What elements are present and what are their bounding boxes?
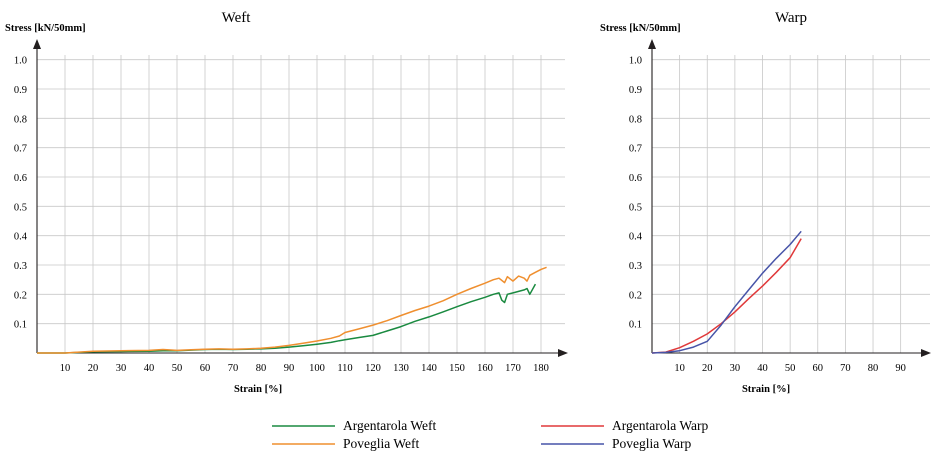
- weft-x-tick-label: 140: [421, 363, 437, 374]
- weft-y-tick-label: 0.8: [14, 114, 27, 125]
- legend-item-argentarola-warp: Argentarola Warp: [541, 418, 709, 433]
- weft-x-tick-label: 60: [200, 363, 211, 374]
- weft-x-tick-label: 180: [533, 363, 549, 374]
- weft-x-axis-arrow: [558, 349, 568, 357]
- warp-x-tick-label: 60: [813, 363, 824, 374]
- weft-x-tick-label: 10: [60, 363, 71, 374]
- weft-y-tick-label: 0.7: [14, 144, 27, 155]
- weft-y-tick-label: 0.5: [14, 202, 27, 213]
- legend-item-poveglia-weft: Poveglia Weft: [272, 436, 420, 451]
- weft-x-tick-label: 90: [284, 363, 295, 374]
- legend-label-poveglia-weft: Poveglia Weft: [343, 436, 420, 451]
- weft-x-tick-label: 50: [172, 363, 183, 374]
- weft-y-tick-label: 0.9: [14, 85, 27, 96]
- legend-label-poveglia-warp: Poveglia Warp: [612, 436, 692, 451]
- warp-y-tick-label: 0.5: [629, 202, 642, 213]
- legend-item-poveglia-warp: Poveglia Warp: [541, 436, 692, 451]
- warp-x-tick-label: 70: [840, 363, 851, 374]
- warp-y-tick-label: 0.2: [629, 290, 642, 301]
- series-line-poveglia-weft: [37, 266, 547, 354]
- warp-y-tick-label: 0.4: [629, 232, 643, 243]
- weft-y-tick-label: 0.3: [14, 261, 27, 272]
- weft-x-axis-label: Strain [%]: [234, 384, 282, 395]
- weft-y-tick-label: 0.1: [14, 320, 27, 331]
- weft-x-tick-label: 170: [505, 363, 521, 374]
- weft-x-tick-label: 130: [393, 363, 409, 374]
- warp-x-axis-label: Strain [%]: [742, 384, 790, 395]
- weft-y-tick-label: 0.6: [14, 173, 27, 184]
- warp-x-tick-label: 30: [730, 363, 741, 374]
- warp-y-tick-label: 0.7: [629, 144, 642, 155]
- weft-chart: 10 20 30 40 50 60 70 80 90 100 110 120 130 140 150 160 1…: [5, 10, 568, 395]
- warp-x-tick-label: 80: [868, 363, 879, 374]
- weft-y-tick-label: 1.0: [14, 56, 27, 67]
- warp-y-tick-label: 0.3: [629, 261, 642, 272]
- weft-x-tick-label: 30: [116, 363, 127, 374]
- series-line-poveglia-warp: [651, 230, 802, 354]
- warp-chart: 10 20 30 40 50 60 70 80 90 0.1 0.2 0.3 0.4 0.5 0.6 0.7 0…: [600, 10, 931, 395]
- weft-chart-title: Weft: [222, 10, 252, 26]
- warp-y-axis-arrow: [648, 39, 656, 49]
- legend: Argentarola Weft Poveglia Weft Argentaro…: [272, 418, 709, 451]
- warp-y-tick-label: 0.9: [629, 85, 642, 96]
- weft-y-axis-arrow: [33, 39, 41, 49]
- warp-x-tick-label: 90: [895, 363, 906, 374]
- weft-x-tick-label: 80: [256, 363, 267, 374]
- weft-x-tick-label: 100: [309, 363, 325, 374]
- weft-y-tick-label: 0.2: [14, 290, 27, 301]
- warp-x-tick-label: 40: [757, 363, 768, 374]
- warp-x-axis-arrow: [921, 349, 931, 357]
- warp-y-tick-label: 0.6: [629, 173, 642, 184]
- warp-x-tick-label: 10: [674, 363, 685, 374]
- series-line-argentarola-warp: [651, 238, 802, 354]
- weft-x-tick-label: 70: [228, 363, 239, 374]
- warp-y-axis-label: Stress [kN/50mm]: [600, 23, 681, 34]
- weft-x-tick-label: 120: [365, 363, 381, 374]
- legend-label-argentarola-warp: Argentarola Warp: [612, 418, 709, 433]
- warp-x-tick-label: 20: [702, 363, 713, 374]
- warp-y-tick-label: 1.0: [629, 56, 642, 67]
- weft-x-tick-label: 40: [144, 363, 155, 374]
- weft-x-tick-label: 20: [88, 363, 99, 374]
- warp-y-tick-label: 0.1: [629, 320, 642, 331]
- weft-x-tick-label: 160: [477, 363, 493, 374]
- weft-y-tick-label: 0.4: [14, 232, 28, 243]
- weft-y-axis-label: Stress [kN/50mm]: [5, 23, 86, 34]
- warp-y-tick-label: 0.8: [629, 114, 642, 125]
- warp-x-tick-label: 50: [785, 363, 796, 374]
- legend-item-argentarola-weft: Argentarola Weft: [272, 418, 437, 433]
- weft-x-tick-label: 110: [337, 363, 352, 374]
- weft-x-tick-label: 150: [449, 363, 465, 374]
- warp-chart-title: Warp: [775, 10, 807, 26]
- legend-label-argentarola-weft: Argentarola Weft: [343, 418, 437, 433]
